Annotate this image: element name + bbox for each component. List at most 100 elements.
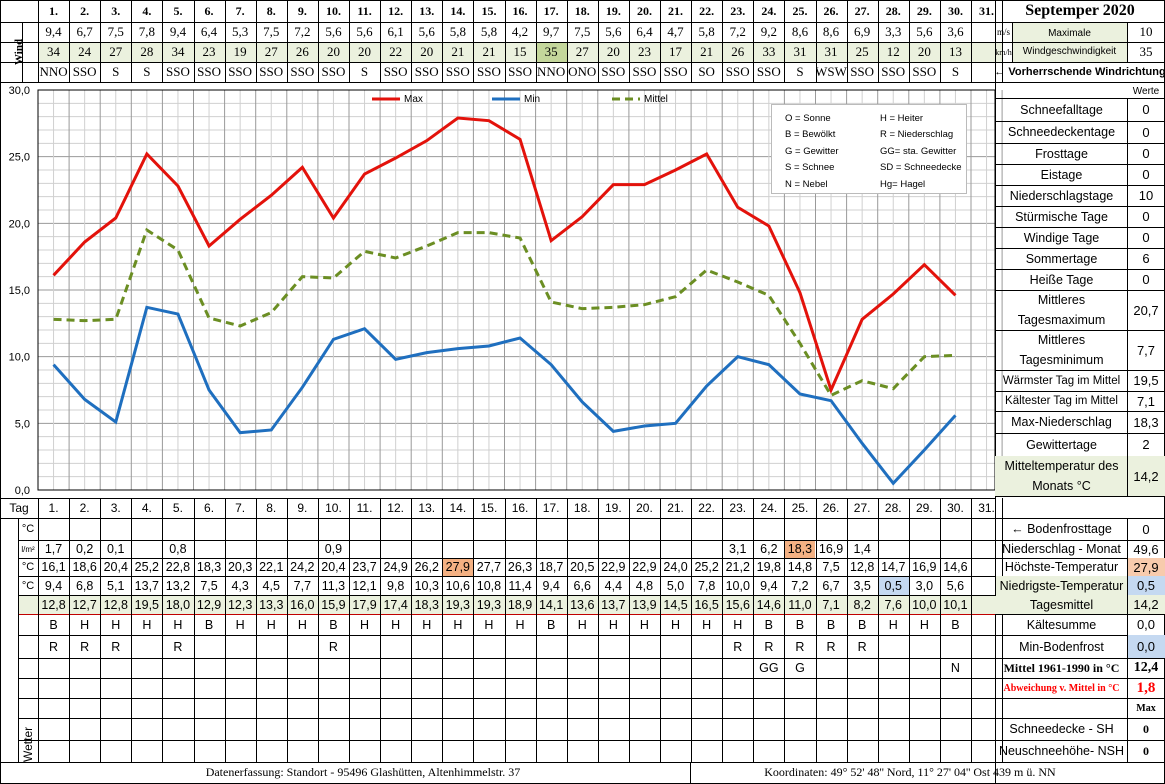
key-entry: G = Gewitter [785, 145, 839, 157]
weather-cell [318, 658, 349, 678]
stats-line [995, 227, 1165, 228]
wind-ms-cell: 4,7 [667, 24, 684, 39]
max-temp-cell: 27,7 [476, 560, 502, 574]
weather-cell: GG [759, 661, 779, 675]
precip-cell [660, 540, 691, 558]
y-tick-label: 25,0 [9, 152, 30, 164]
wind-ms-cell: 6,1 [387, 24, 404, 39]
day-header: 23. [730, 3, 746, 18]
table-col-line [349, 498, 350, 762]
day-header: 18. [573, 501, 591, 515]
day-header: 10. [325, 501, 342, 515]
wind-dir-cell: SSO [477, 64, 501, 79]
table-line [0, 498, 995, 499]
header-col-line [1012, 22, 1013, 62]
day-header: 22. [699, 3, 715, 18]
werte-label: Werte [1132, 85, 1160, 97]
table-col-line [971, 498, 972, 762]
series-line-min [52, 305, 957, 486]
day-header: 7. [235, 3, 245, 18]
summary-value: 27,9 [1127, 558, 1165, 576]
boden-cell [256, 518, 287, 540]
table-line [18, 698, 1003, 699]
weather-cell [505, 658, 536, 678]
max-temp-cell: 22,9 [601, 560, 626, 574]
summary-label: Tagesmittel [996, 595, 1127, 614]
header-col-line [442, 0, 444, 82]
summary-value: 0,0 [1127, 635, 1165, 658]
wind-dir-cell: NNO [537, 64, 566, 79]
weather-cell [660, 635, 691, 658]
min-temp-cell: 4,4 [604, 578, 623, 593]
footer-location: Datenerfassung: Standort - 95496 Glashüt… [205, 765, 521, 779]
header-col-line [971, 0, 972, 82]
min-temp-cell: 6,8 [75, 578, 94, 593]
mean-temp-cell: 12,7 [72, 597, 97, 612]
wind-kmh-cell: 25 [855, 44, 869, 59]
wind-ms-cell: 9,4 [169, 24, 187, 39]
weather-cell: R [826, 639, 836, 654]
mean-temp-cell: 15,9 [321, 597, 346, 612]
summary-line [995, 658, 1165, 659]
table-col-line [628, 498, 630, 762]
weather-cell: R [733, 639, 743, 654]
stats-line [995, 370, 1165, 371]
wind-kmh-cell: 28 [140, 44, 154, 59]
wind-kmh-cell: 22 [389, 44, 403, 59]
min-temp-cell: 9,4 [760, 578, 778, 593]
wind-ms-cell: 3,3 [885, 24, 902, 39]
day-header: 24. [760, 501, 778, 515]
snow-value: 0 [1143, 743, 1149, 758]
weather-cell [349, 658, 380, 678]
precip-cell [287, 540, 318, 558]
weather-cell: H [515, 617, 525, 632]
key-entry: S = Schnee [785, 162, 835, 173]
max-temp-cell: 24,0 [663, 560, 688, 574]
header-col-line [473, 0, 475, 82]
mean-temp-cell: 13,9 [632, 597, 657, 612]
table-line [18, 718, 1003, 719]
header-col-line [628, 0, 630, 82]
day-header: 7. [235, 501, 246, 515]
precip-cell [598, 540, 629, 558]
weather-cell: R [111, 639, 121, 654]
precip-cell [256, 540, 287, 558]
header-row-line [0, 22, 1165, 23]
min-temp-cell: 9,8 [386, 578, 405, 593]
header-col-line [1002, 0, 1004, 82]
stat-value: 0 [1142, 146, 1150, 161]
boden-cell [287, 518, 318, 540]
weather-cell: H [142, 617, 152, 632]
stats-line [995, 164, 1165, 165]
max-temp-cell: 20,3 [227, 560, 253, 574]
wind-ms-cell: 6,7 [76, 24, 93, 39]
summary-value: 0,5 [1127, 576, 1165, 595]
mean-temp-cell: 16,0 [290, 597, 315, 612]
mean-temp-cell: 18,9 [507, 597, 533, 612]
min-temp-cell: 4,5 [262, 578, 280, 593]
panel-divider [995, 0, 996, 784]
mean-temp-cell: 12,3 [227, 597, 253, 612]
weather-key-box [771, 104, 967, 194]
table-col-line [753, 498, 755, 762]
max-temp-cell: 20,4 [321, 560, 346, 574]
boden-cell [598, 518, 629, 540]
stats-line [995, 121, 1165, 122]
table-col-line [38, 498, 39, 762]
min-temp-cell: 10,6 [445, 578, 471, 593]
key-entry: H = Heiter [880, 112, 924, 124]
wind-ms-cell: 7,2 [729, 24, 746, 39]
mean-temp-cell: 7,6 [884, 597, 902, 612]
wind-dir-cell: SSO [508, 64, 532, 79]
table-col-line [131, 498, 133, 762]
table-col-line [597, 498, 599, 762]
stat-value: 14,2 [1133, 468, 1159, 484]
weather-cell [629, 658, 660, 678]
wind-ms-cell: 8,6 [791, 24, 809, 39]
wind-kmh-cell: 34 [171, 44, 185, 59]
precip-cell [349, 540, 380, 558]
max-temp-cell: 14,7 [881, 560, 906, 574]
day-header: 26. [822, 501, 840, 515]
stats-line [995, 330, 1165, 331]
header-col-line [784, 0, 786, 82]
